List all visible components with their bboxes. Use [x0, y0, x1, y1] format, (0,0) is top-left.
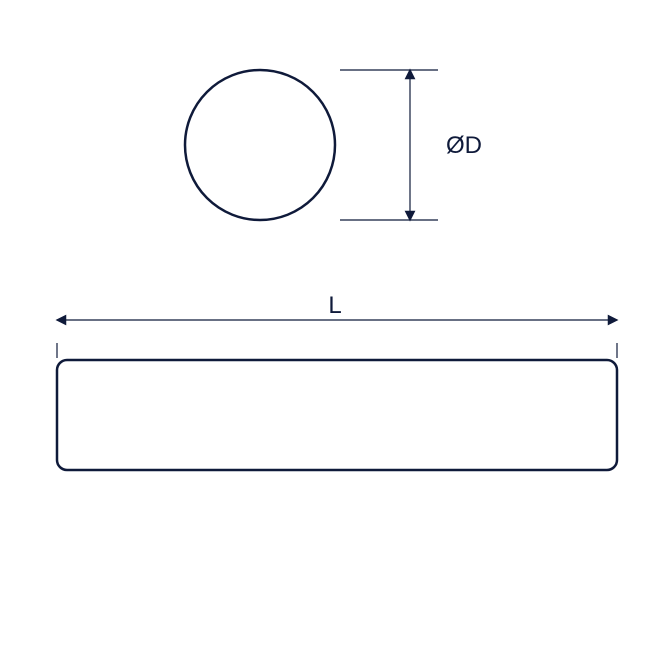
diameter-label: ØD — [446, 132, 482, 159]
technical-drawing: ØD L — [0, 0, 670, 670]
rod-side-view — [57, 360, 617, 470]
length-label: L — [328, 292, 341, 319]
cross-section-circle — [185, 70, 335, 220]
